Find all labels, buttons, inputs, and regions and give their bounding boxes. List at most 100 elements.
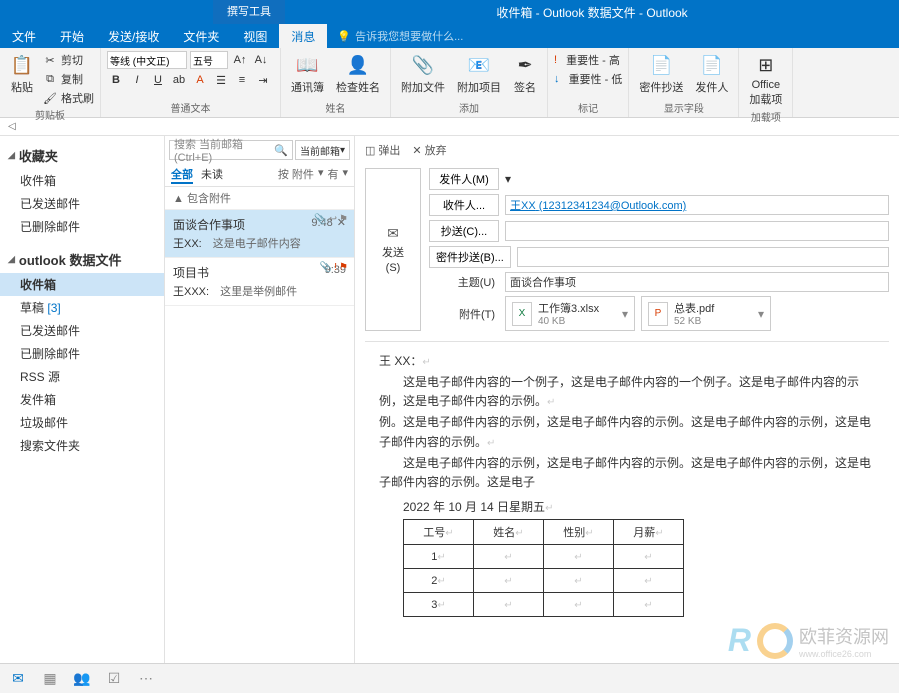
body-table: 工号↵ 姓名↵ 性别↵ 月薪↵ 1↵↵↵↵ 2↵↵↵↵ 3↵↵↵↵ <box>403 519 684 617</box>
msg-sender: 王XXX: <box>173 286 209 298</box>
th-name: 姓名↵ <box>474 520 544 545</box>
favorites-header[interactable]: ◢收藏夹 <box>0 142 164 169</box>
numbering-button[interactable]: ≡ <box>233 71 251 89</box>
to-field-button[interactable]: 收件人... <box>429 194 499 216</box>
tasks-view-icon[interactable]: ☑ <box>104 669 124 689</box>
menu-home[interactable]: 开始 <box>48 24 96 48</box>
flag-icon: ⚑ <box>339 262 348 273</box>
table-row: 3↵↵↵↵ <box>404 593 684 617</box>
compose-body[interactable]: 王 XX：↵ 这是电子邮件内容的一个例子，这是电子邮件内容的一个例子。这是电子邮… <box>365 341 889 663</box>
format-painter-button[interactable]: 🖌格式刷 <box>42 89 94 107</box>
menu-view[interactable]: 视图 <box>231 24 279 48</box>
nav-rss[interactable]: RSS 源 <box>0 365 164 388</box>
menu-message[interactable]: 消息 <box>279 24 327 48</box>
copy-button[interactable]: ⧉复制 <box>42 70 94 88</box>
message-list-pane: 搜索 当前邮箱 (Ctrl+E)🔍 当前邮箱 ▾ 全部 未读 按 附件▾ 有▾ … <box>165 136 355 663</box>
search-input[interactable]: 搜索 当前邮箱 (Ctrl+E)🔍 <box>169 140 293 160</box>
more-views-icon[interactable]: ⋯ <box>136 669 156 689</box>
people-view-icon[interactable]: 👥 <box>72 669 92 689</box>
contextual-tool-tab: 撰写工具 <box>213 0 285 24</box>
font-size-select[interactable] <box>190 51 228 69</box>
check-names-button[interactable]: 👤检查姓名 <box>332 51 384 97</box>
send-button[interactable]: ✉ 发送 (S) <box>365 168 421 331</box>
bullets-button[interactable]: ☰ <box>212 71 230 89</box>
nav-sent[interactable]: 已发送邮件 <box>0 319 164 342</box>
addins-group-label: 加载项 <box>745 109 786 126</box>
menu-folder[interactable]: 文件夹 <box>171 24 231 48</box>
menubar: 文件 开始 发送/接收 文件夹 视图 消息 💡 告诉我您想要做什么... <box>0 24 899 48</box>
sort-has[interactable]: 有 <box>327 166 338 184</box>
bcc-button[interactable]: 📄密件抄送 <box>635 51 687 97</box>
sort-by[interactable]: 按 附件 <box>278 166 314 184</box>
highlight-button[interactable]: ab <box>170 71 188 89</box>
ribbon-group-names: 📖通讯簿 👤检查姓名 姓名 <box>281 48 391 117</box>
attach-item-button[interactable]: 📧附加项目 <box>453 51 505 97</box>
group-has-attachment[interactable]: ▲ 包含附件 <box>165 187 354 210</box>
cut-button[interactable]: ✂剪切 <box>42 51 94 69</box>
underline-button[interactable]: U <box>149 71 167 89</box>
bold-button[interactable]: B <box>107 71 125 89</box>
signature-button[interactable]: ✒签名 <box>509 51 541 97</box>
attachment-dropdown[interactable]: ▾ <box>622 307 628 321</box>
font-group-label: 普通文本 <box>107 100 274 117</box>
filter-all[interactable]: 全部 <box>171 166 193 184</box>
filter-unread[interactable]: 未读 <box>201 166 223 184</box>
attach-size: 40 KB <box>538 316 599 327</box>
to-input[interactable]: 王XX (12312341234@Outlook.com) <box>505 195 889 215</box>
paste-button[interactable]: 📋 粘贴 <box>6 51 38 97</box>
ribbon-group-show: 📄密件抄送 📄发件人 显示字段 <box>629 48 739 117</box>
cc-field-button[interactable]: 抄送(C)... <box>429 220 499 242</box>
indent-button[interactable]: ⇥ <box>254 71 272 89</box>
fav-sent[interactable]: 已发送邮件 <box>0 192 164 215</box>
ribbon-group-tags: ! 重要性 - 高 ↓ 重要性 - 低 标记 <box>548 48 629 117</box>
ribbon-group-include: 📎附加文件 📧附加项目 ✒签名 添加 <box>391 48 548 117</box>
fav-inbox[interactable]: 收件箱 <box>0 169 164 192</box>
bcc-field-button[interactable]: 密件抄送(B)... <box>429 246 511 268</box>
attachment-chip[interactable]: P 总表.pdf52 KB ▾ <box>641 296 771 331</box>
menu-send-receive[interactable]: 发送/接收 <box>96 24 171 48</box>
attachment-icon: 📎 <box>314 214 326 225</box>
subject-label: 主题(U) <box>429 274 499 290</box>
decrease-font-button[interactable]: A↓ <box>252 51 270 69</box>
increase-font-button[interactable]: A↑ <box>231 51 249 69</box>
bottom-nav-bar: ✉ ▦ 👥 ☑ ⋯ <box>0 663 899 693</box>
message-item[interactable]: 📎!⚑ 项目书9:39 王XXX: 这里是举例邮件 <box>165 258 354 306</box>
attachment-chip[interactable]: X 工作簿3.xlsx40 KB ▾ <box>505 296 635 331</box>
nav-junk[interactable]: 垃圾邮件 <box>0 411 164 434</box>
nav-deleted[interactable]: 已删除邮件 <box>0 342 164 365</box>
font-color-button[interactable]: A <box>191 71 209 89</box>
search-scope-dropdown[interactable]: 当前邮箱 ▾ <box>295 140 350 160</box>
subject-input[interactable]: 面谈合作事项 <box>505 272 889 292</box>
cc-input[interactable] <box>505 221 889 241</box>
attach-file-button[interactable]: 📎附加文件 <box>397 51 449 97</box>
mail-view-icon[interactable]: ✉ <box>8 669 28 689</box>
msg-preview: 这是电子邮件内容 <box>213 238 301 250</box>
font-family-select[interactable] <box>107 51 187 69</box>
bcc-input[interactable] <box>517 247 889 267</box>
italic-button[interactable]: I <box>128 71 146 89</box>
reply-icon: ↩ <box>329 214 337 225</box>
discard-button[interactable]: ✕放弃 <box>412 142 446 158</box>
popout-button[interactable]: ◫弹出 <box>365 142 400 158</box>
importance-low-button[interactable]: ↓ 重要性 - 低 <box>554 70 622 88</box>
caret-down-icon: ◢ <box>8 150 15 161</box>
from-field-button[interactable]: 发件人(M) <box>429 168 499 190</box>
importance-high-button[interactable]: ! 重要性 - 高 <box>554 51 622 69</box>
calendar-view-icon[interactable]: ▦ <box>40 669 60 689</box>
nav-outbox[interactable]: 发件箱 <box>0 388 164 411</box>
compose-pane: ◫弹出 ✕放弃 ✉ 发送 (S) 发件人(M) ▾ 收件人... 王XX (123… <box>355 136 899 663</box>
message-item[interactable]: 📎↩⚑ 面谈合作事项9:48✕ 王XX: 这是电子邮件内容 <box>165 210 354 258</box>
send-icon: ✉ <box>387 225 399 242</box>
from-button[interactable]: 📄发件人 <box>691 51 732 97</box>
fav-deleted[interactable]: 已删除邮件 <box>0 215 164 238</box>
office-addins-button[interactable]: ⊞Office 加载项 <box>745 51 786 109</box>
caret-down-icon: ◢ <box>8 254 15 265</box>
nav-drafts[interactable]: 草稿 [3] <box>0 296 164 319</box>
nav-inbox[interactable]: 收件箱 <box>0 273 164 296</box>
menu-file[interactable]: 文件 <box>0 24 48 48</box>
address-book-button[interactable]: 📖通讯簿 <box>287 51 328 97</box>
nav-search-folders[interactable]: 搜索文件夹 <box>0 434 164 457</box>
tell-me-search[interactable]: 💡 告诉我您想要做什么... <box>327 24 473 48</box>
datafile-header[interactable]: ◢outlook 数据文件 <box>0 246 164 273</box>
attachment-dropdown[interactable]: ▾ <box>758 307 764 321</box>
